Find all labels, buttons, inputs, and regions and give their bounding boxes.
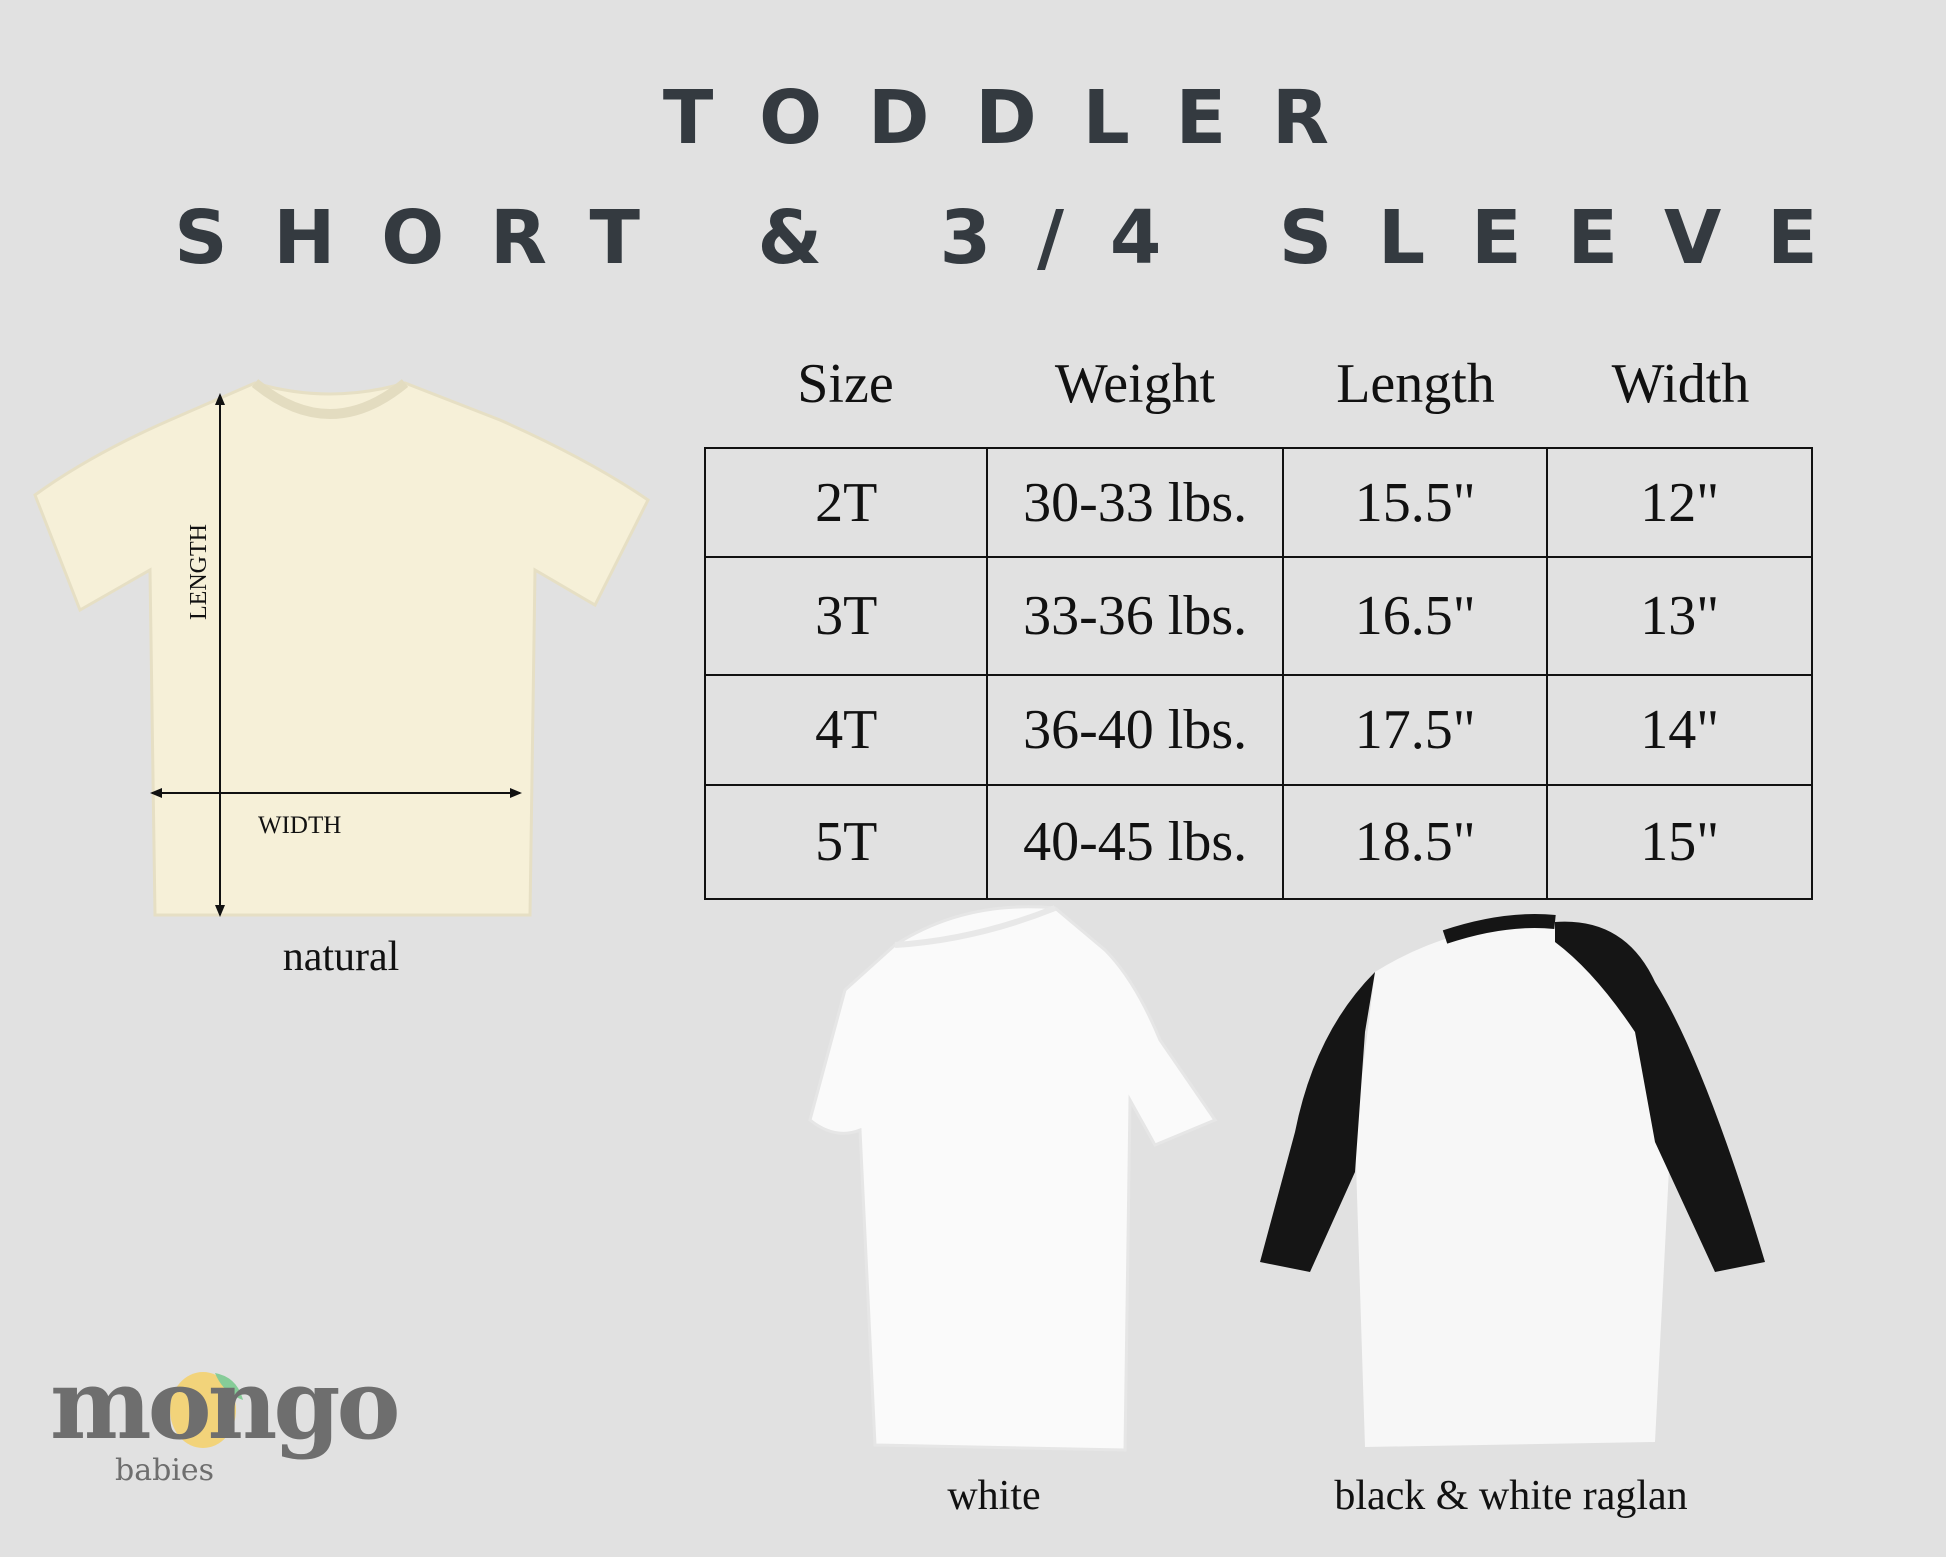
- title-line-2: SHORT & 3/4 SLEEVE: [174, 195, 1864, 281]
- header-size: Size: [797, 353, 894, 415]
- table-row: 4T 36-40 lbs. 17.5" 14": [703, 674, 1813, 786]
- raglan-shirt-image: [1260, 914, 1765, 1447]
- natural-shirt-image: [33, 379, 650, 917]
- white-label: white: [947, 1473, 1041, 1519]
- header-length: Length: [1336, 353, 1495, 415]
- table-row: 5T 40-45 lbs. 18.5" 15": [703, 784, 1813, 900]
- header-weight: Weight: [1054, 353, 1216, 415]
- table-row: 2T 30-33 lbs. 15.5" 12": [703, 447, 1813, 558]
- cell: 17.5": [1281, 674, 1549, 786]
- cell: 40-45 lbs.: [986, 784, 1284, 900]
- mango-icon: [170, 1372, 243, 1448]
- cell: 30-33 lbs.: [986, 447, 1284, 558]
- brand-logo: mongo babies: [50, 1355, 401, 1495]
- header-width: Width: [1611, 353, 1750, 415]
- size-table: 2T 30-33 lbs. 15.5" 12" 3T 33-36 lbs. 16.5" 13…: [703, 447, 1813, 900]
- logo-word: mongo: [50, 1348, 401, 1461]
- table-row: 3T 33-36 lbs. 16.5" 13": [703, 556, 1813, 676]
- white-shirt-image: [808, 905, 1218, 1452]
- cell: 12": [1546, 447, 1813, 558]
- cell: 5T: [703, 784, 989, 900]
- cell: 18.5": [1281, 784, 1549, 900]
- cell: 13": [1546, 556, 1813, 676]
- cell: 15.5": [1281, 447, 1549, 558]
- cell: 3T: [703, 556, 989, 676]
- cell: 36-40 lbs.: [986, 674, 1284, 786]
- cell: 16.5": [1281, 556, 1549, 676]
- logo-sub: babies: [115, 1453, 215, 1488]
- cell: 2T: [703, 447, 989, 558]
- cell: 15": [1546, 784, 1813, 900]
- cell: 14": [1546, 674, 1813, 786]
- cell: 33-36 lbs.: [986, 556, 1284, 676]
- length-label: LENGTH: [186, 524, 212, 620]
- cell: 4T: [703, 674, 989, 786]
- natural-label: natural: [282, 934, 400, 980]
- width-label: WIDTH: [258, 812, 342, 839]
- raglan-label: black & white raglan: [1334, 1473, 1688, 1519]
- title-line-1: TODDLER: [662, 75, 1375, 161]
